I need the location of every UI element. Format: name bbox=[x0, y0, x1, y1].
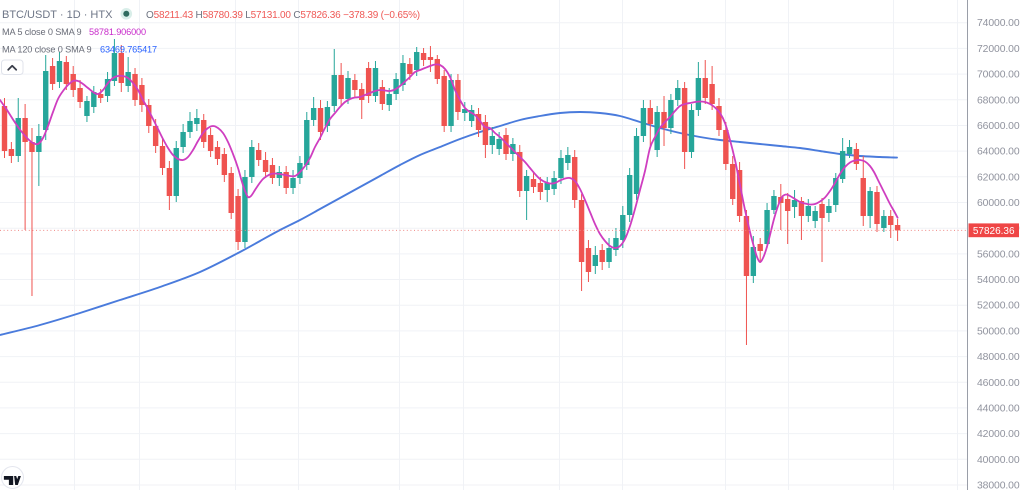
svg-text:57826.36: 57826.36 bbox=[973, 226, 1015, 237]
svg-text:50000.00: 50000.00 bbox=[977, 326, 1020, 337]
svg-text:63469.765417: 63469.765417 bbox=[100, 45, 157, 55]
svg-text:60000.00: 60000.00 bbox=[977, 198, 1020, 209]
svg-text:MA 5 close 0 SMA 9: MA 5 close 0 SMA 9 bbox=[2, 27, 82, 37]
svg-text:44000.00: 44000.00 bbox=[977, 403, 1020, 414]
svg-text:62000.00: 62000.00 bbox=[977, 172, 1020, 183]
svg-text:66000.00: 66000.00 bbox=[977, 121, 1020, 132]
svg-text:42000.00: 42000.00 bbox=[977, 429, 1020, 440]
svg-text:56000.00: 56000.00 bbox=[977, 249, 1020, 260]
svg-text:58781.906000: 58781.906000 bbox=[89, 27, 146, 37]
svg-text:46000.00: 46000.00 bbox=[977, 378, 1020, 389]
svg-text:52000.00: 52000.00 bbox=[977, 301, 1020, 312]
svg-text:74000.00: 74000.00 bbox=[977, 18, 1020, 29]
svg-text:68000.00: 68000.00 bbox=[977, 95, 1020, 106]
svg-text:64000.00: 64000.00 bbox=[977, 147, 1020, 158]
svg-text:70000.00: 70000.00 bbox=[977, 70, 1020, 81]
svg-text:O58211.43 H58780.39 L57131.00: O58211.43 H58780.39 L57131.00 C57826.36 … bbox=[146, 10, 420, 21]
svg-text:72000.00: 72000.00 bbox=[977, 44, 1020, 55]
svg-text:MA 120 close 0 SMA 9: MA 120 close 0 SMA 9 bbox=[2, 45, 91, 55]
svg-text:40000.00: 40000.00 bbox=[977, 455, 1020, 466]
svg-text:38000.00: 38000.00 bbox=[977, 481, 1020, 490]
svg-text:54000.00: 54000.00 bbox=[977, 275, 1020, 286]
svg-text:48000.00: 48000.00 bbox=[977, 352, 1020, 363]
svg-text:BTC/USDT · 1D · HTX: BTC/USDT · 1D · HTX bbox=[2, 9, 113, 21]
